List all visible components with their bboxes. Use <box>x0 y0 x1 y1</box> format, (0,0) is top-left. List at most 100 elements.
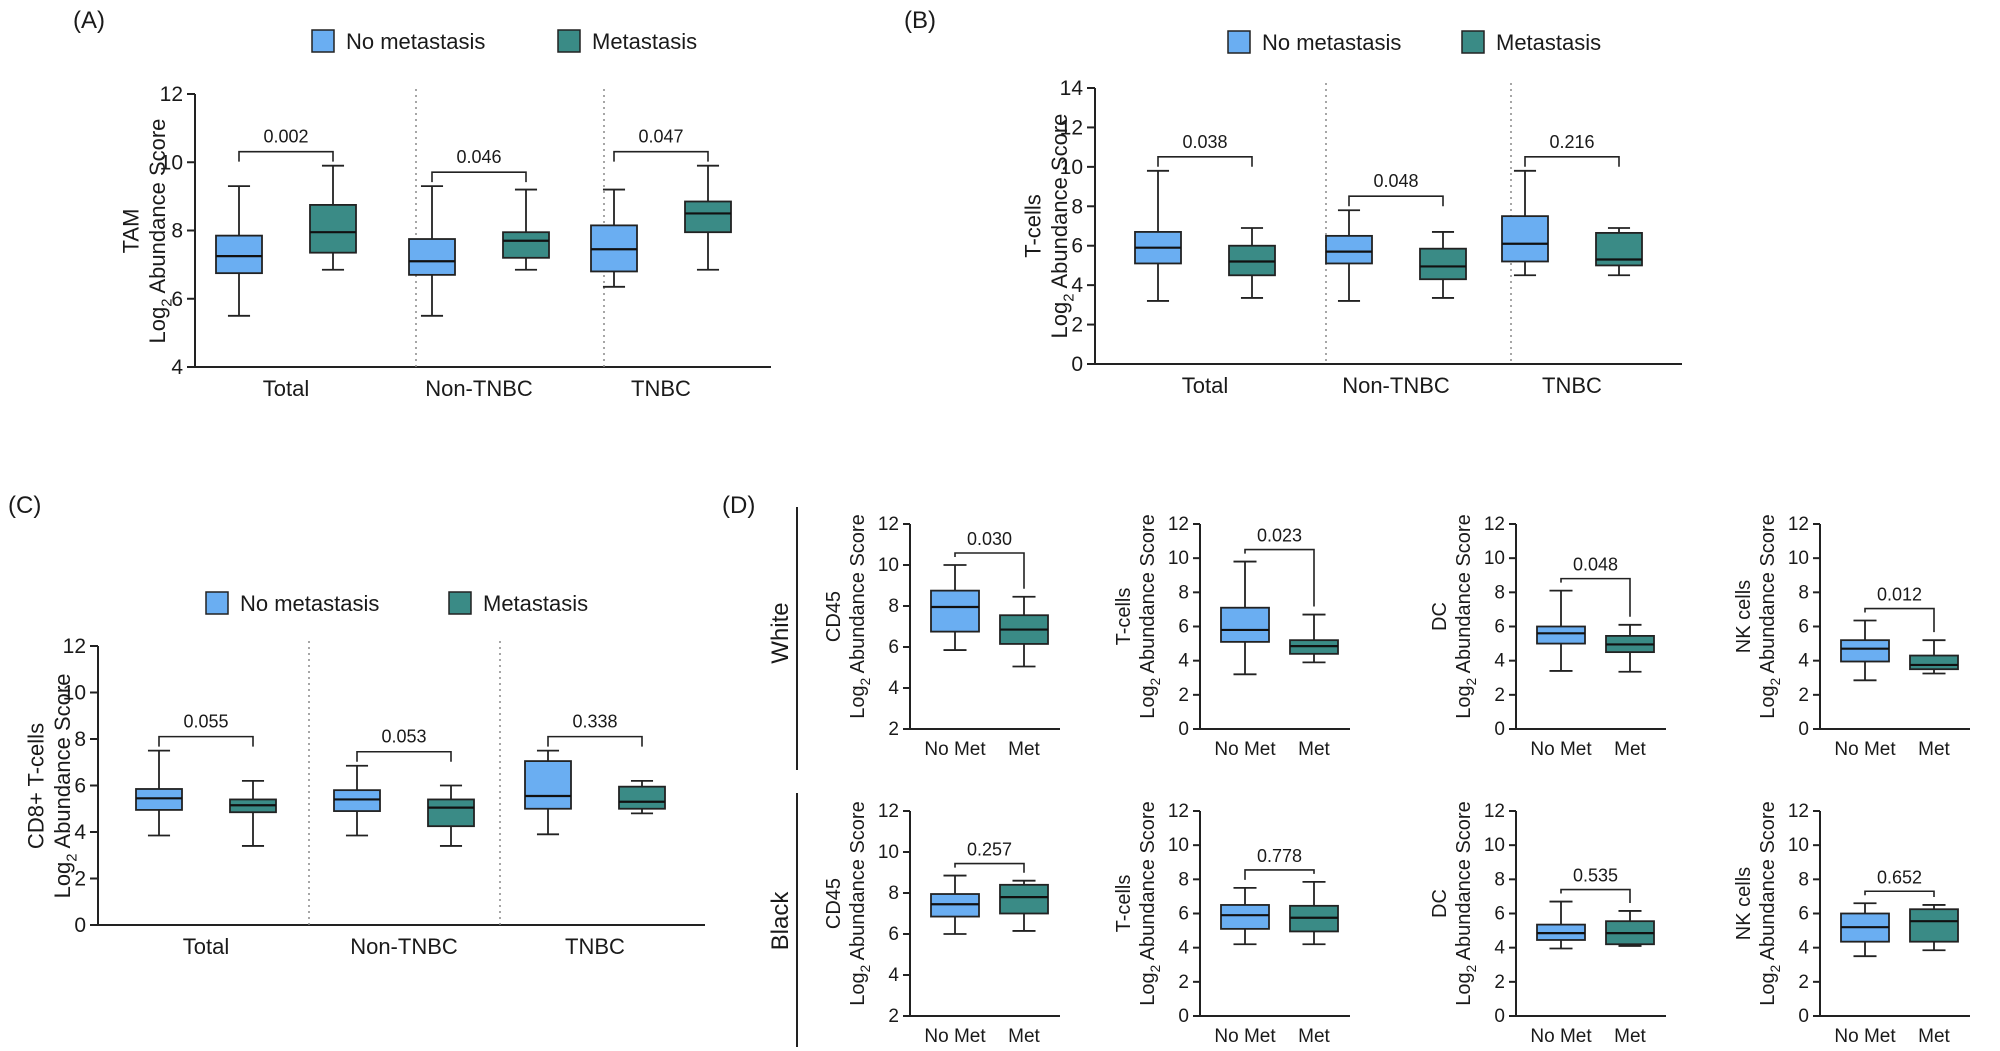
p-value-label: 0.257 <box>967 840 1012 860</box>
y-axis-log-subscript: 2 <box>1464 965 1479 973</box>
y-tick-label: 4 <box>171 356 183 379</box>
p-value-bracket <box>1560 888 1631 903</box>
iqr-box <box>502 231 550 259</box>
p-value-annotation: 0.046 <box>431 147 527 183</box>
legend-swatch-metastasis <box>557 29 581 53</box>
box-no-met <box>930 564 980 651</box>
box-metastasis <box>427 784 475 847</box>
y-axis-measure-text: Abundance Score <box>50 674 75 854</box>
box-met <box>1289 880 1339 946</box>
box-no-met <box>1840 619 1890 682</box>
p-value-annotation: 0.652 <box>1864 867 1935 897</box>
y-axis-measure-text: Abundance Score <box>1453 801 1475 964</box>
y-tick-label: 4 <box>1798 651 1809 672</box>
iqr-box <box>215 234 263 275</box>
y-axis-log-text: Log <box>1757 685 1779 718</box>
box-met <box>999 595 1049 668</box>
p-value-label: 0.216 <box>1549 132 1594 152</box>
box-no-metastasis <box>215 185 263 317</box>
box-metastasis <box>309 164 357 271</box>
x-category-label: TNBC <box>565 934 625 959</box>
p-value-bracket <box>1560 577 1631 617</box>
iqr-box <box>618 785 666 810</box>
y-tick-label: 2 <box>1071 314 1083 337</box>
y-axis-label-measure: Log2 Abundance Score <box>1757 801 1783 1005</box>
y-axis-log-subscript: 2 <box>1464 678 1479 686</box>
p-value-label: 0.038 <box>1182 132 1227 152</box>
legend-swatch-no-metastasis <box>311 29 335 53</box>
legend-swatch-metastasis <box>448 591 472 615</box>
x-category-label: No Met <box>1214 739 1276 760</box>
y-tick-label: 8 <box>1494 582 1505 603</box>
y-tick-label: 4 <box>1071 274 1083 297</box>
x-category-label: No Met <box>1530 739 1592 760</box>
y-axis-label-measure: Log2 Abundance Score <box>1453 514 1479 718</box>
y-axis-label-cell: NK cells <box>1733 867 1755 940</box>
p-value-bracket <box>158 735 254 747</box>
y-axis-measure-text: Abundance Score <box>1757 801 1779 964</box>
x-category-label: TNBC <box>1542 373 1602 398</box>
legend-label-metastasis: Metastasis <box>592 29 697 54</box>
y-tick-label: 2 <box>1798 685 1809 706</box>
x-category-label: Total <box>183 934 229 959</box>
box-met <box>999 879 1049 932</box>
p-value-annotation: 0.023 <box>1244 526 1315 607</box>
y-axis-measure-text: Abundance Score <box>847 514 869 677</box>
y-tick-label: 14 <box>1060 77 1084 100</box>
y-tick-label: 10 <box>160 151 183 174</box>
p-value-label: 0.053 <box>381 727 426 747</box>
y-tick-label: 4 <box>888 965 899 986</box>
p-value-annotation: 0.012 <box>1864 585 1935 633</box>
y-axis-label-measure: Log2 Abundance Score <box>1047 114 1078 339</box>
box-no-metastasis <box>590 188 638 288</box>
y-axis-log-subscript: 2 <box>1768 965 1783 973</box>
box-no-met <box>1536 900 1586 950</box>
row-label-text: White <box>767 602 794 663</box>
y-axis-label-cell: T-cells <box>1113 588 1135 646</box>
y-axis-label-cell: DC <box>1429 889 1451 918</box>
x-category-label: Total <box>263 376 309 401</box>
y-tick-label: 8 <box>1494 869 1505 890</box>
box-metastasis <box>618 779 666 815</box>
y-tick-label: 8 <box>74 728 86 751</box>
y-axis-measure-text: Abundance Score <box>1453 514 1475 677</box>
box-no-metastasis <box>1134 169 1182 302</box>
y-tick-label: 0 <box>1178 1006 1189 1027</box>
p-value-bracket <box>1524 156 1620 167</box>
y-tick-label: 6 <box>171 288 183 311</box>
y-tick-label: 12 <box>160 83 183 106</box>
y-axis-measure-text: Abundance Score <box>1047 114 1072 294</box>
box-no-metastasis <box>524 749 572 836</box>
p-value-annotation: 0.535 <box>1560 866 1631 903</box>
y-tick-label: 6 <box>1178 617 1189 638</box>
y-tick-label: 2 <box>888 719 899 740</box>
y-tick-label: 12 <box>1168 801 1189 822</box>
p-value-label: 0.046 <box>456 147 501 167</box>
row-label-white: White <box>767 602 794 663</box>
y-tick-label: 10 <box>1060 156 1083 179</box>
y-axis-log-subscript: 2 <box>159 298 176 306</box>
y-tick-label: 12 <box>1060 116 1083 139</box>
iqr-box <box>135 788 183 811</box>
y-tick-label: 8 <box>888 596 899 617</box>
p-value-bracket <box>1348 195 1444 207</box>
legend-label-no-metastasis: No metastasis <box>1262 30 1401 55</box>
p-value-annotation: 0.055 <box>158 712 254 747</box>
y-tick-label: 6 <box>1494 904 1505 925</box>
y-tick-label: 2 <box>1178 685 1189 706</box>
box-no-met <box>1220 560 1270 676</box>
y-axis-measure-text: Abundance Score <box>1137 801 1159 964</box>
legend-swatch-no-metastasis <box>205 591 229 615</box>
p-value-label: 0.338 <box>572 712 617 732</box>
y-tick-label: 10 <box>1484 548 1505 569</box>
box-met <box>1605 623 1655 673</box>
box-metastasis <box>1228 227 1276 299</box>
iqr-box <box>999 883 1049 915</box>
y-axis-log-subscript: 2 <box>1768 678 1783 686</box>
x-category-label: Total <box>1182 373 1228 398</box>
box-metastasis <box>1419 231 1467 299</box>
